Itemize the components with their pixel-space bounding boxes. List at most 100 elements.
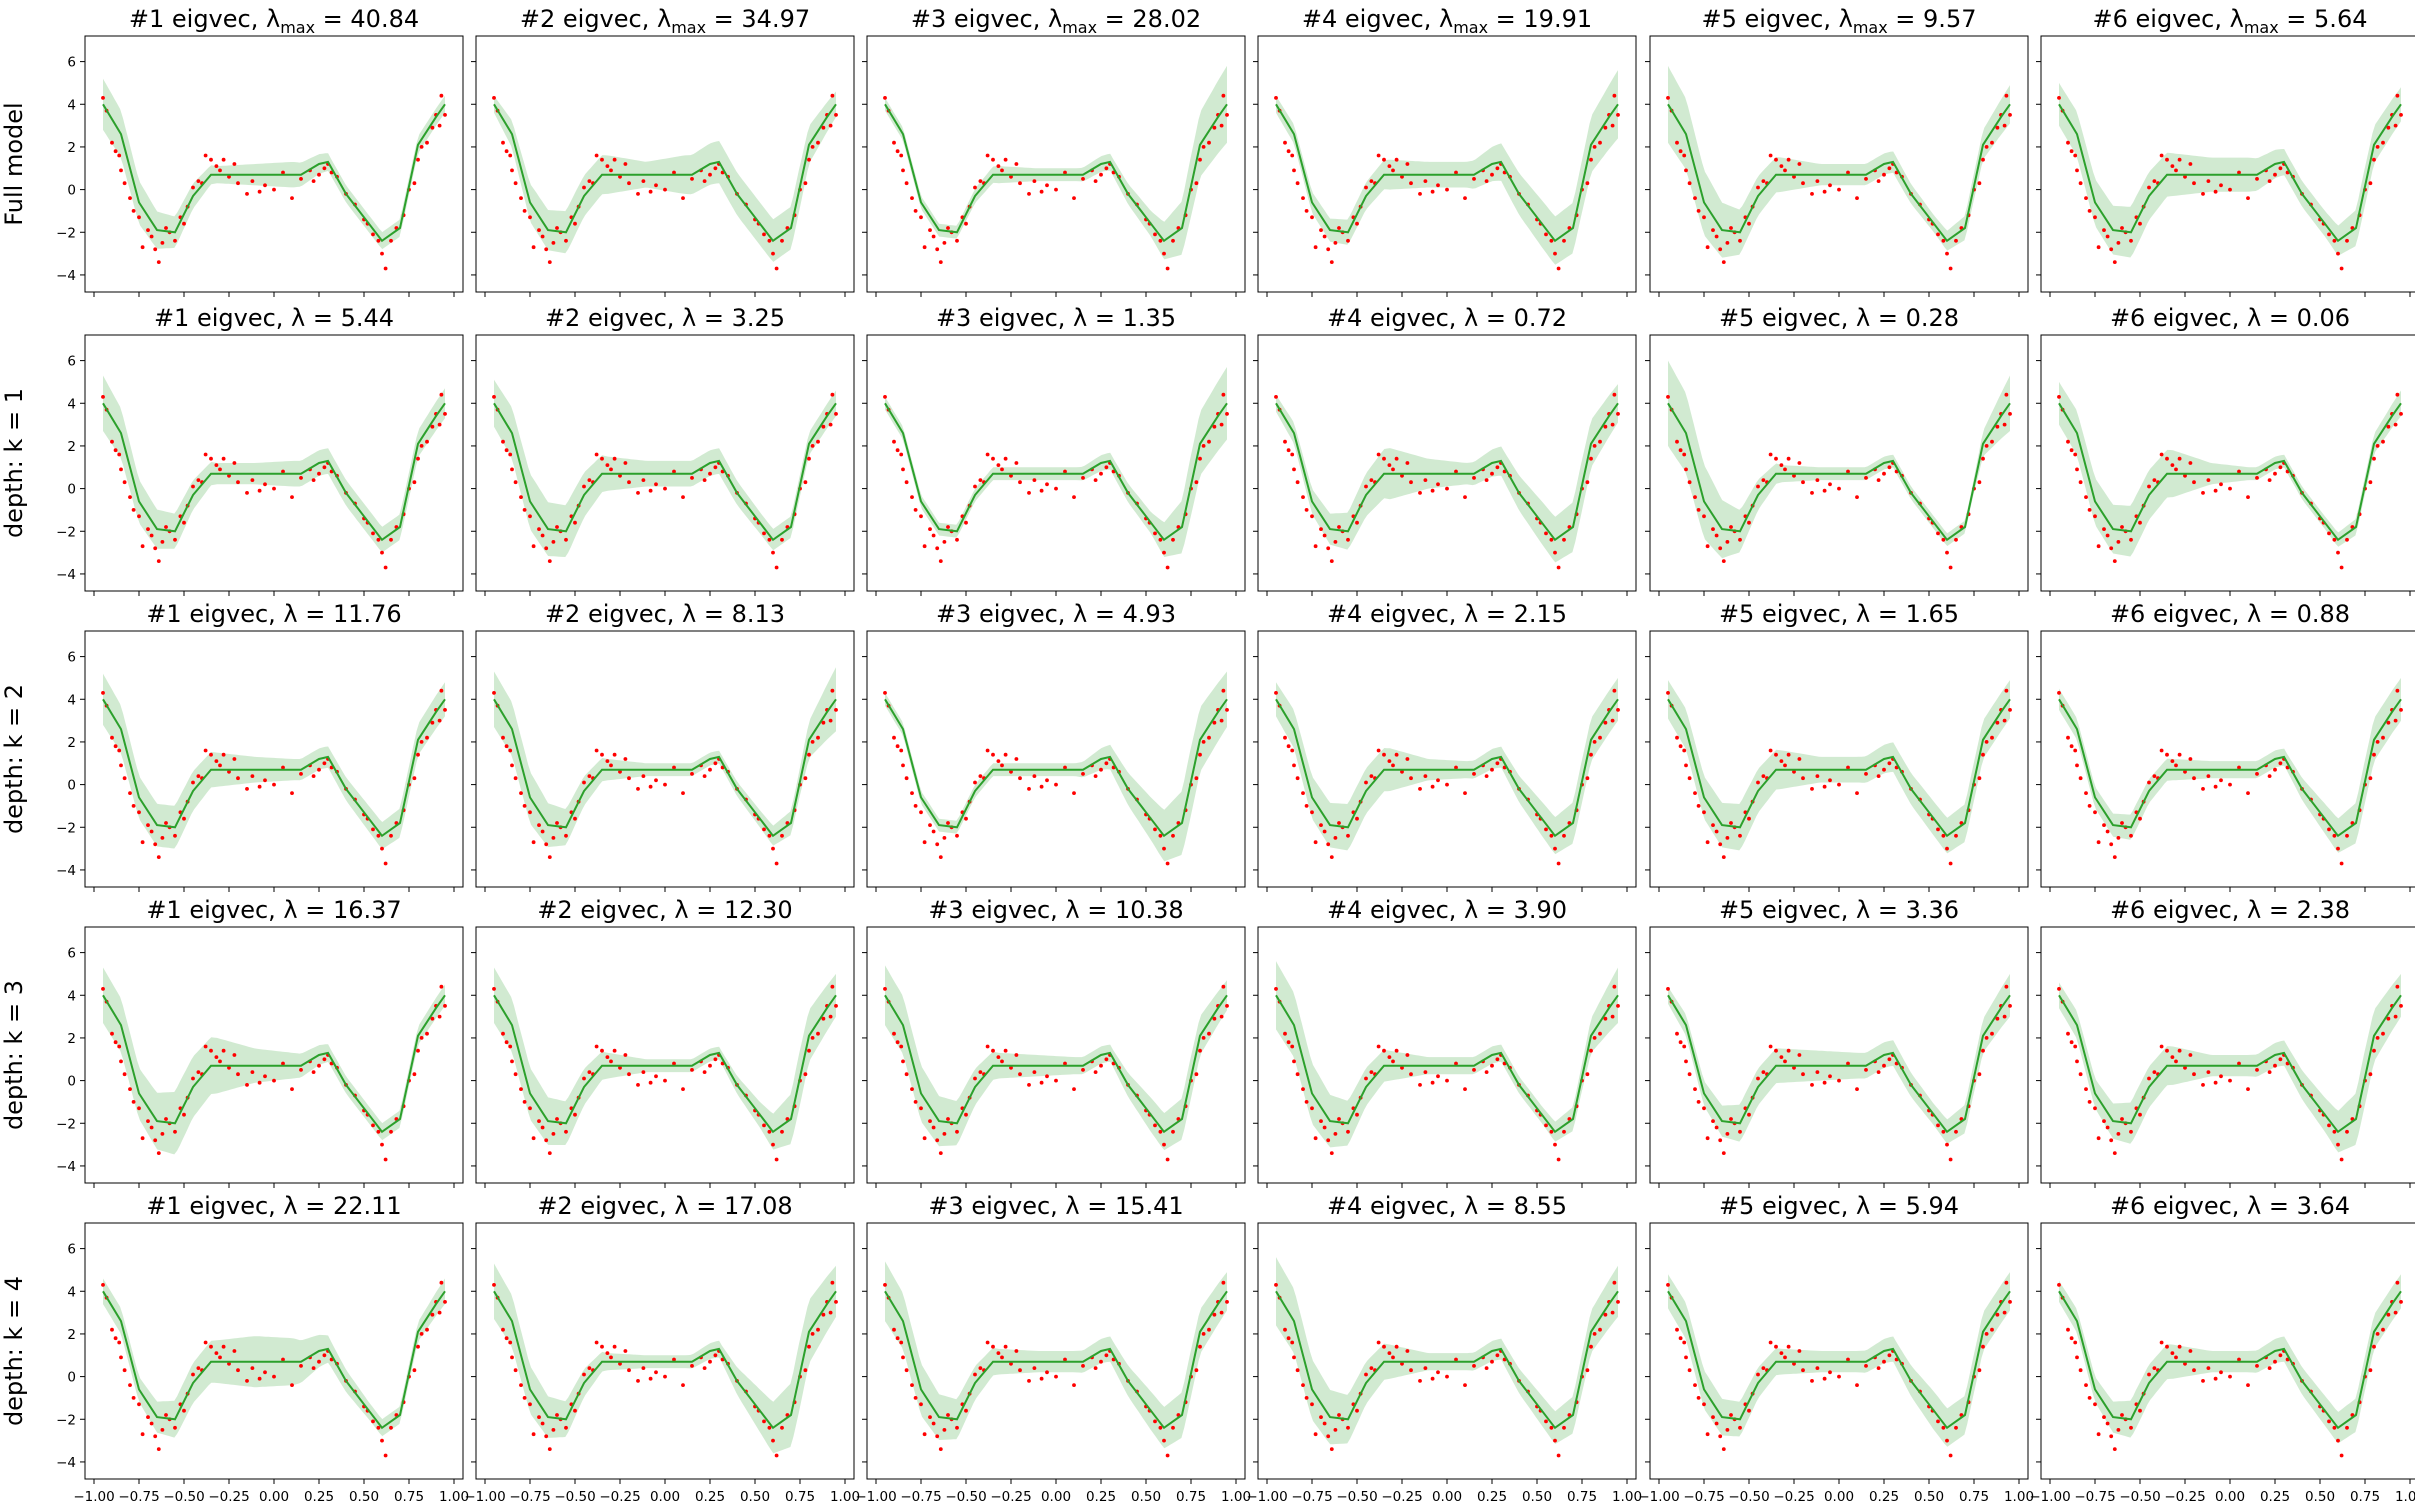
- data-point: [1792, 1361, 1796, 1366]
- data-point: [1054, 782, 1058, 787]
- data-point: [1009, 473, 1013, 478]
- data-point: [245, 491, 249, 495]
- data-point: [1556, 861, 1561, 866]
- data-point: [1721, 1151, 1726, 1155]
- data-point: [547, 559, 552, 563]
- data-point: [245, 1379, 249, 1383]
- data-point: [2105, 234, 2110, 239]
- plot-area: [2057, 677, 2403, 866]
- data-point: [2102, 1415, 2106, 1419]
- data-point: [2393, 422, 2398, 427]
- data-point: [221, 1344, 226, 1349]
- y-tick-label: −4: [56, 863, 76, 879]
- data-point: [547, 260, 552, 264]
- data-point: [623, 1053, 628, 1057]
- data-point: [2273, 1359, 2277, 1364]
- data-point: [1495, 166, 1500, 171]
- y-tick-label: −2: [56, 820, 76, 836]
- uncertainty-band: [494, 91, 836, 262]
- data-point: [1337, 1117, 1341, 1121]
- data-point: [272, 187, 276, 192]
- data-point: [218, 467, 222, 472]
- data-point: [1219, 1014, 1224, 1019]
- data-point: [2129, 1425, 2133, 1430]
- plot-area: [492, 967, 838, 1162]
- data-point: [1333, 836, 1338, 840]
- data-point: [2327, 531, 2331, 536]
- data-point: [1405, 1349, 1410, 1353]
- data-point: [2120, 525, 2124, 529]
- data-point: [1003, 157, 1008, 162]
- data-point: [519, 791, 523, 795]
- data-point: [137, 810, 141, 815]
- data-point: [895, 1040, 900, 1045]
- y-tick-label: 2: [67, 735, 76, 751]
- data-point: [1009, 1065, 1013, 1070]
- data-point: [1696, 1396, 1701, 1400]
- data-point: [1295, 1368, 1300, 1373]
- data-point: [173, 537, 177, 542]
- data-point: [1286, 448, 1291, 453]
- data-point: [2228, 187, 2232, 192]
- data-point: [1783, 1355, 1787, 1360]
- data-point: [935, 247, 940, 252]
- data-point: [1768, 1044, 1773, 1049]
- data-point: [1592, 145, 1597, 149]
- data-point: [1225, 1300, 1229, 1304]
- data-point: [2213, 784, 2218, 789]
- data-point: [627, 776, 631, 781]
- data-point: [522, 1396, 527, 1400]
- data-point: [1495, 1057, 1500, 1062]
- data-point: [2177, 752, 2182, 757]
- data-point: [1783, 467, 1787, 472]
- data-point: [1556, 1453, 1561, 1458]
- data-point: [2219, 183, 2223, 188]
- uncertainty-band: [1276, 961, 1618, 1148]
- data-point: [2267, 774, 2272, 778]
- data-point: [1225, 708, 1229, 712]
- data-point: [2345, 1129, 2349, 1134]
- uncertainty-band: [885, 65, 1227, 260]
- data-point: [2109, 842, 2114, 847]
- data-point: [1099, 1359, 1103, 1364]
- data-point: [1198, 157, 1202, 162]
- data-point: [810, 1036, 815, 1040]
- data-point: [272, 486, 276, 491]
- data-point: [389, 238, 393, 243]
- data-point: [555, 226, 559, 230]
- data-point: [913, 1396, 918, 1400]
- data-point: [922, 1432, 927, 1437]
- data-point: [946, 1413, 950, 1417]
- x-tick-label: 0.00: [650, 1489, 680, 1505]
- data-point: [942, 1428, 947, 1432]
- data-point: [1310, 514, 1314, 519]
- data-point: [985, 1340, 990, 1345]
- mean-curve: [1667, 402, 2011, 542]
- data-point: [376, 537, 381, 542]
- data-point: [996, 463, 1001, 467]
- data-point: [810, 145, 815, 149]
- data-point: [519, 1383, 523, 1387]
- data-point: [416, 1048, 420, 1053]
- data-point: [2152, 774, 2157, 778]
- data-point: [919, 514, 923, 519]
- data-point: [774, 1157, 779, 1162]
- data-point: [110, 735, 114, 740]
- data-point: [2129, 537, 2133, 542]
- data-point: [1376, 452, 1381, 457]
- data-point: [641, 1366, 646, 1370]
- data-point: [1283, 735, 1287, 740]
- data-point: [2278, 465, 2283, 470]
- data-point: [1981, 752, 1985, 757]
- data-point: [2109, 1434, 2114, 1439]
- mean-curve: [884, 402, 1228, 542]
- data-point: [648, 488, 653, 493]
- data-point: [1887, 1353, 1892, 1358]
- data-point: [605, 164, 610, 169]
- uncertainty-band: [1668, 65, 2010, 258]
- data-point: [1711, 1119, 1715, 1123]
- data-point: [928, 1415, 932, 1419]
- panel-r1-c6: #6 eigvec, λmax = 5.64: [2036, 5, 2415, 297]
- data-point: [380, 1438, 384, 1443]
